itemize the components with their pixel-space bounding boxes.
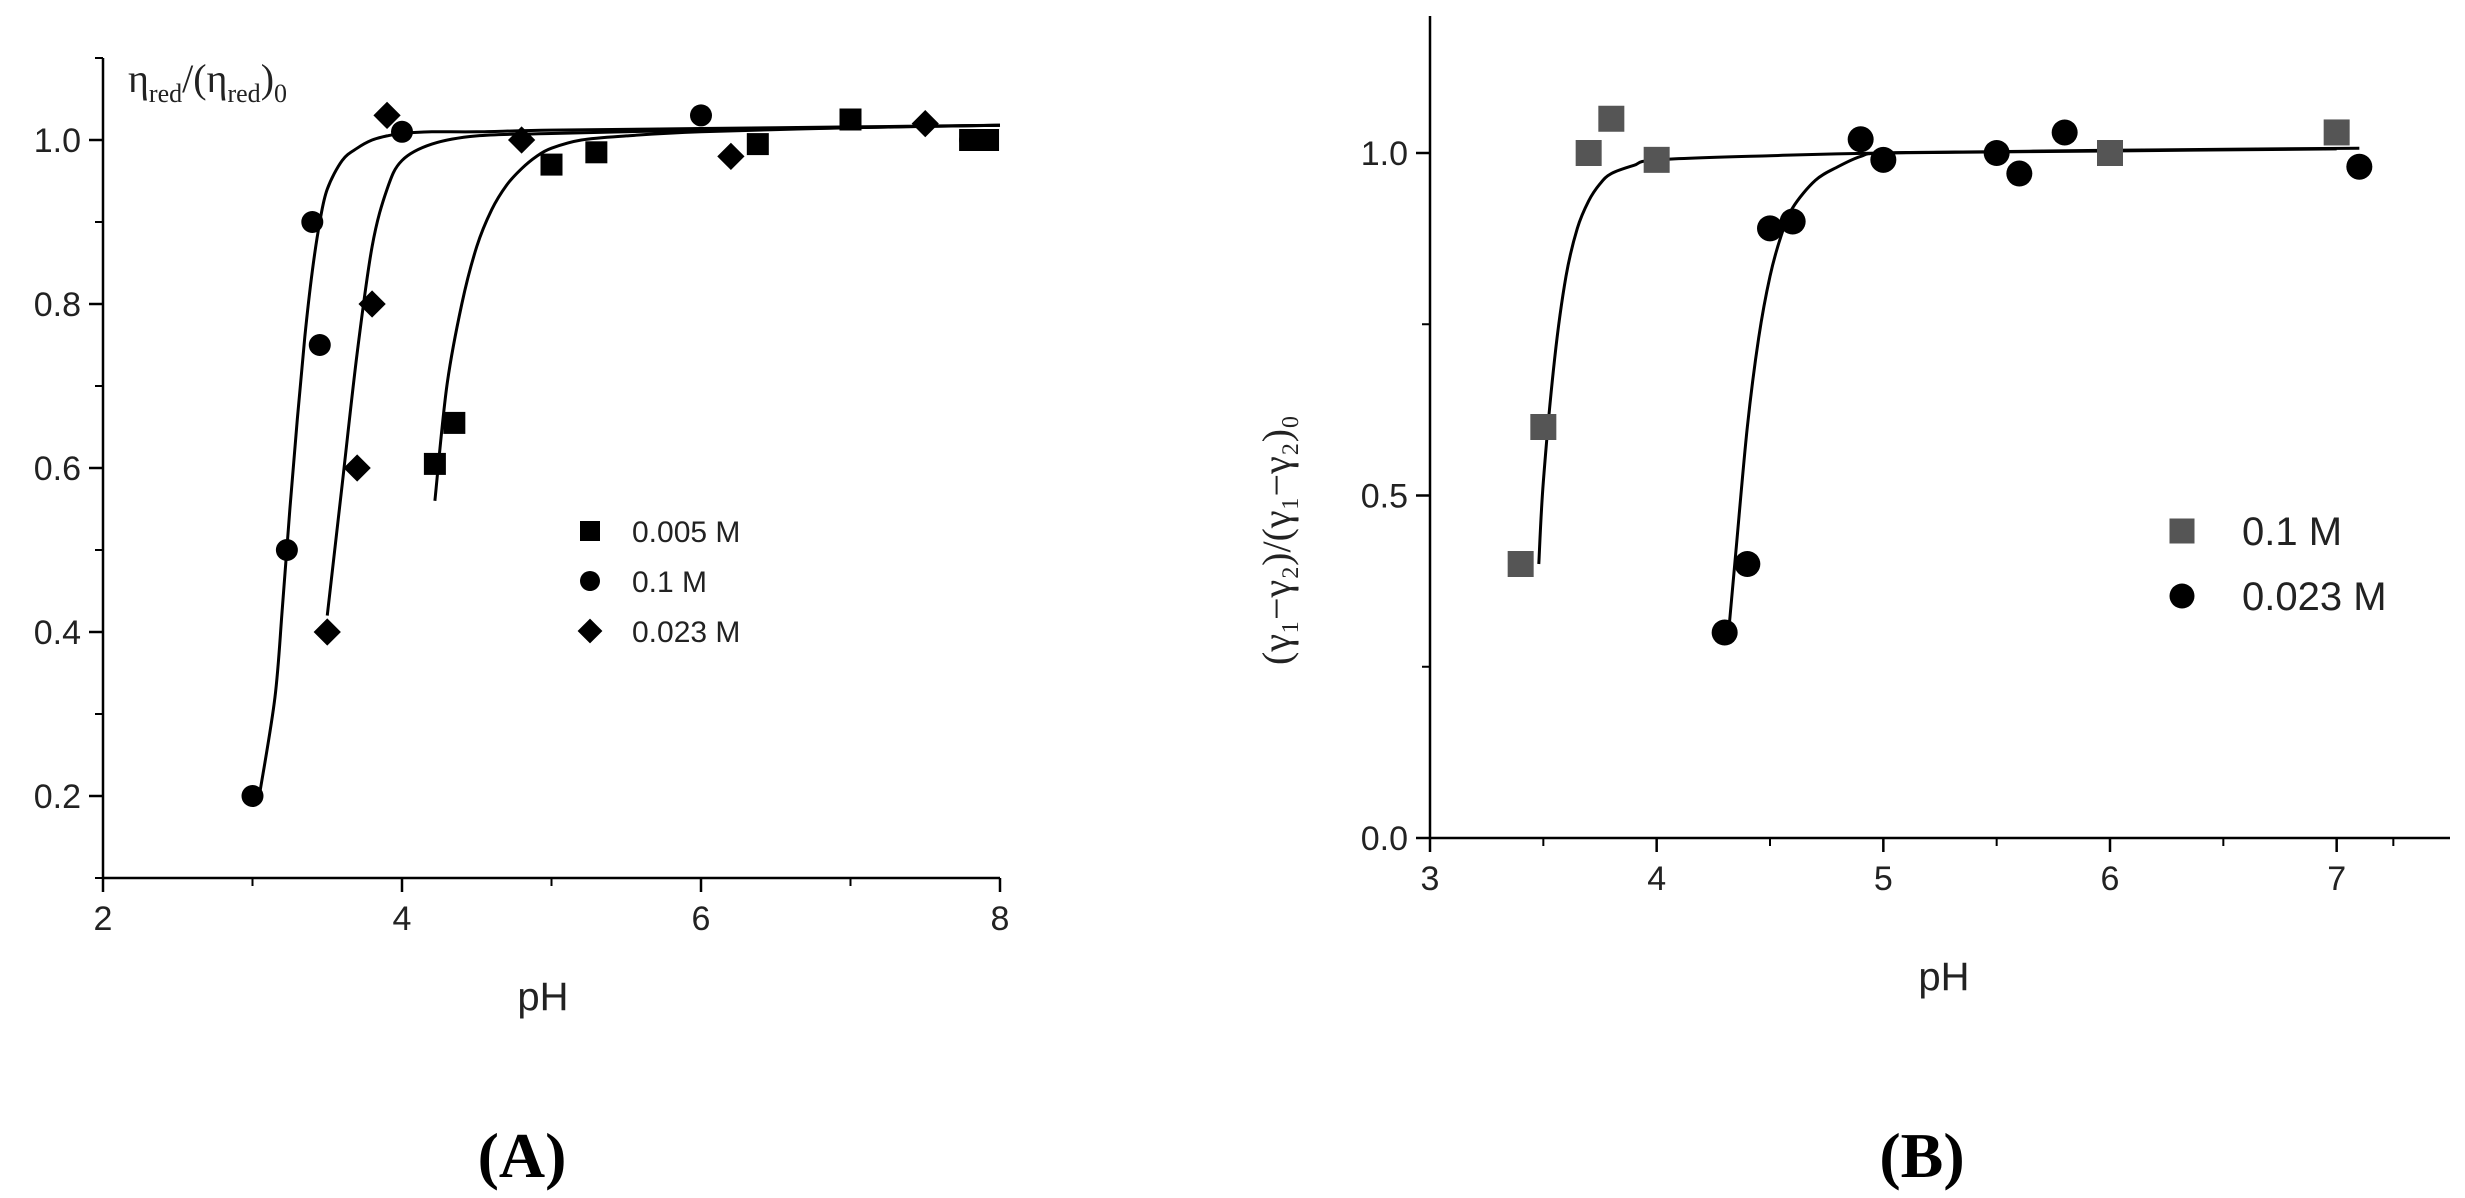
chart-a-ylabel-mid: /(η xyxy=(182,56,227,101)
chart-a-point-circle xyxy=(391,120,413,143)
chart-a-ytick-label: 0.6 xyxy=(34,450,81,488)
chart-b-point-circle xyxy=(1870,146,1897,173)
chart-a-xtick-label: 8 xyxy=(991,900,1010,938)
chart-a-xlabel: pH xyxy=(517,975,568,1019)
chart-b-point-square xyxy=(1643,146,1670,173)
chart-b-point-circle xyxy=(2006,160,2033,187)
chart-a-point-circle xyxy=(301,211,324,233)
chart-a-legend-label: 0.023 M xyxy=(632,616,740,649)
chart-panel-a: 2 4 6 80.20.40.60.81.0 pH ηred/(ηred)0 0.00… xyxy=(34,56,1010,1191)
chart-b-point-circle xyxy=(1983,140,2010,166)
chart-b-point-circle xyxy=(1757,215,1783,242)
chart-a-legend-marker-circle xyxy=(580,571,600,591)
chart-a-ylabel-main: η xyxy=(128,56,149,101)
chart-b-point-square xyxy=(2323,119,2350,146)
chart-a-point-square xyxy=(540,153,563,176)
chart-a-point-square xyxy=(585,141,608,164)
chart-a-xtick-label: 6 xyxy=(692,900,711,938)
chart-a-point-square xyxy=(746,133,769,156)
chart-b-point-circle xyxy=(1734,551,1761,577)
chart-a-fit-curve-0 xyxy=(258,123,1001,793)
chart-b-point-circle xyxy=(1779,208,1806,235)
chart-b-xtick-label: 3 xyxy=(1421,860,1440,898)
chart-a-point-diamond xyxy=(343,454,371,482)
chart-b-fit-curves xyxy=(1537,146,2360,626)
chart-a-ylabel: ηred/(ηred)0 xyxy=(128,56,287,108)
chart-b-legend-marker-square xyxy=(2169,518,2195,544)
panel-label-a: (A) xyxy=(478,1120,567,1191)
chart-a-ytick-label: 0.8 xyxy=(34,286,81,324)
chart-b-ylabel: (γ₁−γ₂)/(γ₁−γ₂)₀ xyxy=(1254,415,1299,665)
chart-a-ylabel-sub2: red xyxy=(227,79,260,108)
chart-a-point-diamond xyxy=(373,101,401,130)
chart-b-xlabel: pH xyxy=(1918,955,1969,999)
chart-a-ylabel-sub3: 0 xyxy=(274,79,287,108)
panel-label-b: (B) xyxy=(1879,1120,1964,1191)
chart-a-xtick-label: 4 xyxy=(393,900,412,938)
chart-a-point-square xyxy=(977,129,1000,151)
chart-a-point-circle xyxy=(241,785,264,807)
chart-b-ytick-label: 0.5 xyxy=(1361,478,1408,516)
chart-a-point-circle xyxy=(690,104,712,127)
chart-b-xtick-label: 7 xyxy=(2327,860,2346,898)
chart-a-legend-label: 0.1 M xyxy=(632,566,707,599)
chart-a-point-diamond xyxy=(313,618,341,646)
chart-panel-b: 3 4 5 6 7 0.0 0.5 1.0 pH (γ₁−γ₂)/(γ₁−γ₂)₀ 0.1 M… xyxy=(1254,16,2450,1191)
chart-a-point-circle xyxy=(959,129,982,151)
chart-a-point-square xyxy=(443,411,466,434)
chart-a-xtick-label: 2 xyxy=(94,900,113,938)
chart-b-point-square xyxy=(1507,551,1534,577)
chart-b-tick-labels: 3 4 5 6 7 0.0 0.5 1.0 xyxy=(1361,135,2346,898)
chart-b-ytick-label: 0.0 xyxy=(1361,820,1408,858)
chart-b-point-circle xyxy=(2346,153,2373,180)
chart-b-point-circle xyxy=(1711,619,1738,646)
chart-a-ylabel-sub1: red xyxy=(149,79,182,108)
chart-a-point-diamond xyxy=(358,290,386,318)
chart-b-legend-label: 0.023 M xyxy=(2242,575,2387,619)
chart-a-tick-labels: 2 4 6 8 0.2 0.4 0.6 0.8 1.0 xyxy=(34,122,1010,938)
chart-b-point-square xyxy=(2097,140,2123,166)
chart-b-point-circle xyxy=(1847,126,1874,153)
chart-b-axes xyxy=(1416,16,2450,852)
chart-b-point-square xyxy=(1598,105,1625,132)
chart-a-legend-label: 0.005 M xyxy=(632,516,740,549)
chart-a-ytick-label: 0.4 xyxy=(34,614,81,652)
chart-a-point-square xyxy=(839,108,862,131)
chart-a-axes xyxy=(89,57,1002,892)
chart-a-legend-marker-square xyxy=(580,521,600,541)
chart-a-fit-curves xyxy=(258,123,1001,793)
chart-a-points xyxy=(241,101,1000,807)
chart-b-fit-curve-0 xyxy=(1537,147,2337,565)
chart-b-fit-curve-1 xyxy=(1727,146,2360,626)
chart-b-xtick-label: 6 xyxy=(2101,860,2120,898)
chart-b-legend-label: 0.1 M xyxy=(2242,510,2342,554)
chart-b-point-circle xyxy=(2051,119,2078,146)
chart-a-point-diamond xyxy=(507,126,536,154)
chart-a-point-circle xyxy=(308,334,331,356)
chart-b-ytick-label: 1.0 xyxy=(1361,135,1408,173)
chart-b-xtick-label: 5 xyxy=(1874,860,1893,898)
chart-a-ytick-label: 0.2 xyxy=(34,778,81,816)
chart-a-point-diamond xyxy=(717,142,745,171)
chart-b-xtick-label: 4 xyxy=(1647,860,1666,898)
chart-a-legend-marker-diamond xyxy=(577,618,603,644)
chart-b-point-square xyxy=(1575,140,1602,166)
chart-b-point-square xyxy=(1530,414,1557,440)
chart-a-point-diamond xyxy=(911,109,939,138)
chart-a-fit-curve-2 xyxy=(433,123,1001,501)
chart-b-points xyxy=(1507,105,2373,646)
chart-a-ytick-label: 1.0 xyxy=(34,122,81,160)
chart-b-legend: 0.1 M 0.023 M xyxy=(2169,510,2387,619)
chart-a-point-circle xyxy=(275,539,298,561)
chart-a-point-square xyxy=(423,452,446,475)
chart-a-legend: 0.005 M 0.1 M 0.023 M xyxy=(577,516,740,649)
chart-b-legend-marker-circle xyxy=(2169,583,2195,609)
chart-a-ylabel-close: ) xyxy=(261,56,274,101)
